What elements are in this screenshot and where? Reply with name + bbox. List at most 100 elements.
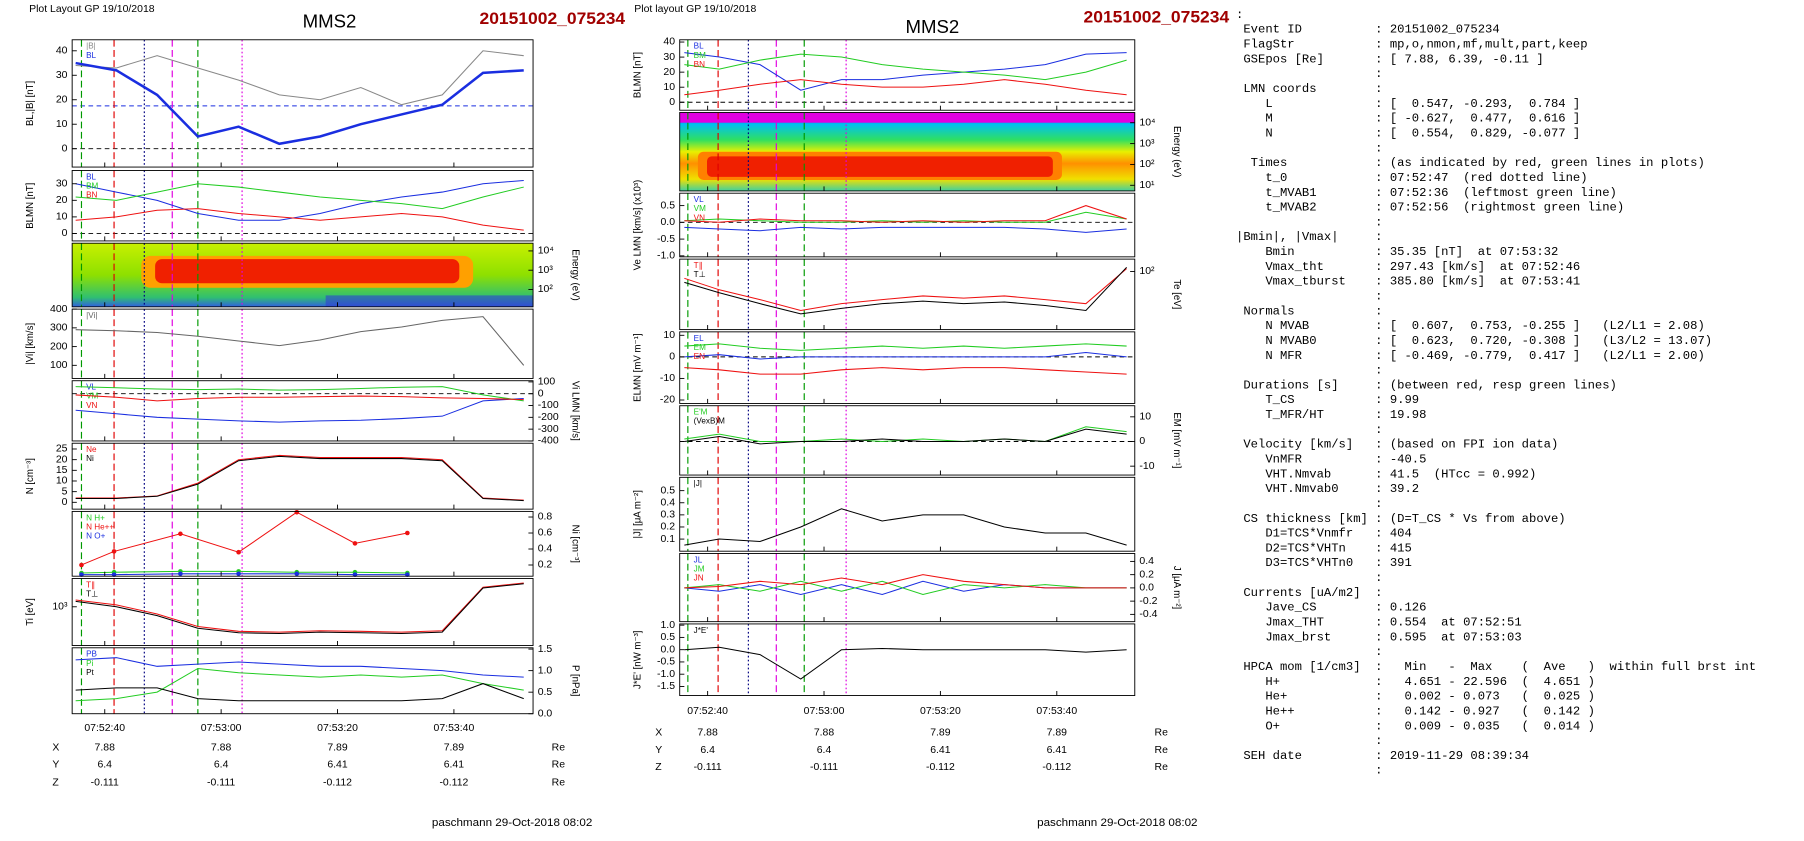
info-line: : (1236, 141, 1382, 155)
series-line (75, 394, 524, 402)
panel-frame (679, 39, 1136, 111)
info-line: N MVAB0 : [ 0.623, 0.720, -0.308 ] (L3/L… (1236, 334, 1712, 348)
y-tick-label: 0.5 (660, 200, 675, 211)
legend-entry: BL (86, 172, 96, 181)
info-line: T_MFR/HT : 19.98 (1236, 408, 1426, 422)
y-tick-label: 15 (56, 465, 68, 476)
y-tick-label: 10² (538, 284, 554, 295)
y-tick-label: 0.4 (1139, 556, 1154, 567)
coord-label: X (52, 743, 59, 754)
panel-frame (71, 380, 534, 442)
y-tick-label: 10 (56, 476, 68, 487)
coord-value: -0.111 (810, 762, 838, 773)
y-tick-label: 0.0 (660, 644, 675, 655)
data-point (352, 541, 358, 546)
coord-value: 7.89 (930, 728, 951, 739)
series-line (75, 583, 524, 634)
series-line (81, 511, 408, 566)
info-line: : (1236, 497, 1382, 511)
y-tick-label: 0.2 (660, 522, 675, 533)
y-tick-label: 10 (56, 212, 68, 223)
y-tick-label: 40 (56, 46, 68, 57)
y-axis-label: Te [eV] (1171, 279, 1182, 309)
x-tick-label: 07:52:40 (84, 723, 125, 734)
legend-entry: Ne (86, 445, 97, 454)
legend-entry: |B| (86, 42, 96, 51)
info-line: GSEpos [Re] : [ 7.88, 6.39, -0.11 ] (1236, 53, 1544, 67)
event-id: 20151002_075234 (480, 8, 626, 28)
legend-entry: (VexB)M (694, 417, 726, 426)
y-tick-label: 20 (663, 67, 675, 78)
info-line: Vmax_tburst : 385.80 [km/s] at 07:53:41 (1236, 275, 1580, 289)
legend-entry: VN (86, 401, 98, 410)
series-line (75, 316, 525, 366)
y-tick-label: -20 (660, 395, 675, 406)
info-line: Normals : (1236, 304, 1382, 318)
y-tick-label: 0.6 (538, 528, 553, 539)
coord-unit: Re (1155, 762, 1169, 773)
coord-value: 6.4 (97, 760, 112, 771)
series-line (75, 61, 524, 146)
page-footer: paschmann 29-Oct-2018 08:02 (432, 817, 592, 829)
event-id: 20151002_075234 (1084, 7, 1230, 27)
legend-entry: N He++ (86, 523, 114, 532)
info-line: t_MVAB1 : 07:52:36 (leftmost green line) (1236, 186, 1617, 200)
series-line (684, 508, 1127, 546)
info-line: t_0 : 07:52:47 (red dotted line) (1236, 171, 1588, 185)
y-tick-label: 0.4 (538, 544, 553, 555)
series-line (81, 570, 408, 574)
coord-label: X (655, 728, 662, 739)
info-line: N MVAB : [ 0.607, 0.753, -0.255 ] (L2/L1… (1236, 319, 1705, 333)
series-line (684, 268, 1127, 312)
coord-value: 6.41 (327, 760, 348, 771)
info-line: : (1236, 290, 1382, 304)
info-line: O+ : 0.009 - 0.035 ( 0.014 ) (1236, 719, 1595, 733)
coord-value: 7.89 (444, 743, 465, 754)
series-line (75, 683, 524, 702)
y-tick-label: 0 (62, 144, 68, 155)
data-point (111, 572, 117, 577)
info-line: Currents [uA/m2] : (1236, 586, 1382, 600)
info-line: Jmax_THT : 0.554 at 07:52:51 (1236, 616, 1522, 630)
series-line (684, 205, 1127, 223)
info-line: : (1236, 764, 1382, 778)
info-line: |Bmin|, |Vmax| : (1236, 230, 1382, 244)
y-axis-label: Ve LMN [km/s] (x10³) (632, 180, 643, 271)
info-line: Jmax_brst : 0.595 at 07:53:03 (1236, 630, 1522, 644)
y-tick-label: 10 (663, 82, 675, 93)
info-line: FlagStr : mp,o,nmon,mf,mult,part,keep (1236, 38, 1588, 52)
y-axis-label: |Vi| [km/s] (25, 323, 36, 365)
y-axis-label: P [nPa] (569, 665, 580, 697)
y-tick-label: 10² (1139, 266, 1155, 277)
x-tick-label: 07:53:40 (434, 723, 475, 734)
data-point (294, 509, 300, 515)
series-line (75, 208, 524, 231)
x-tick-label: 07:53:00 (804, 706, 845, 717)
coord-label: Z (52, 778, 58, 789)
coord-label: Y (52, 760, 59, 771)
data-point (178, 571, 183, 577)
coord-value: -0.111 (91, 778, 119, 789)
info-line: Durations [s] : (between red, resp green… (1236, 379, 1617, 393)
y-axis-label: Ti [eV] (25, 598, 36, 626)
panel-frame (679, 476, 1136, 552)
panel-frame (679, 331, 1136, 404)
coord-label: Y (655, 745, 662, 756)
info-line: N MFR : [ -0.469, -0.779, 0.417 ] (L2/L1… (1236, 349, 1705, 363)
y-tick-label: 400 (50, 304, 68, 315)
series-line (75, 179, 524, 221)
y-tick-label: -1.0 (657, 669, 675, 680)
info-line: L : [ 0.547, -0.293, 0.784 ] (1236, 97, 1580, 111)
legend-entry: JL (694, 555, 703, 564)
series-line (75, 667, 524, 702)
legend-entry: E'M (694, 408, 708, 417)
series-line (75, 657, 524, 678)
info-line: VHT.Nmvab : 41.5 (HTcc = 0.992) (1236, 467, 1536, 481)
y-tick-label: 200 (50, 341, 68, 352)
y-tick-label: 20 (56, 454, 68, 465)
y-axis-label: N [cm⁻³] (25, 458, 36, 494)
info-line: He+ : 0.002 - 0.073 ( 0.025 ) (1236, 690, 1595, 704)
info-line: : (1236, 571, 1382, 585)
legend-entry: T⊥ (86, 590, 98, 599)
data-point (352, 572, 358, 577)
